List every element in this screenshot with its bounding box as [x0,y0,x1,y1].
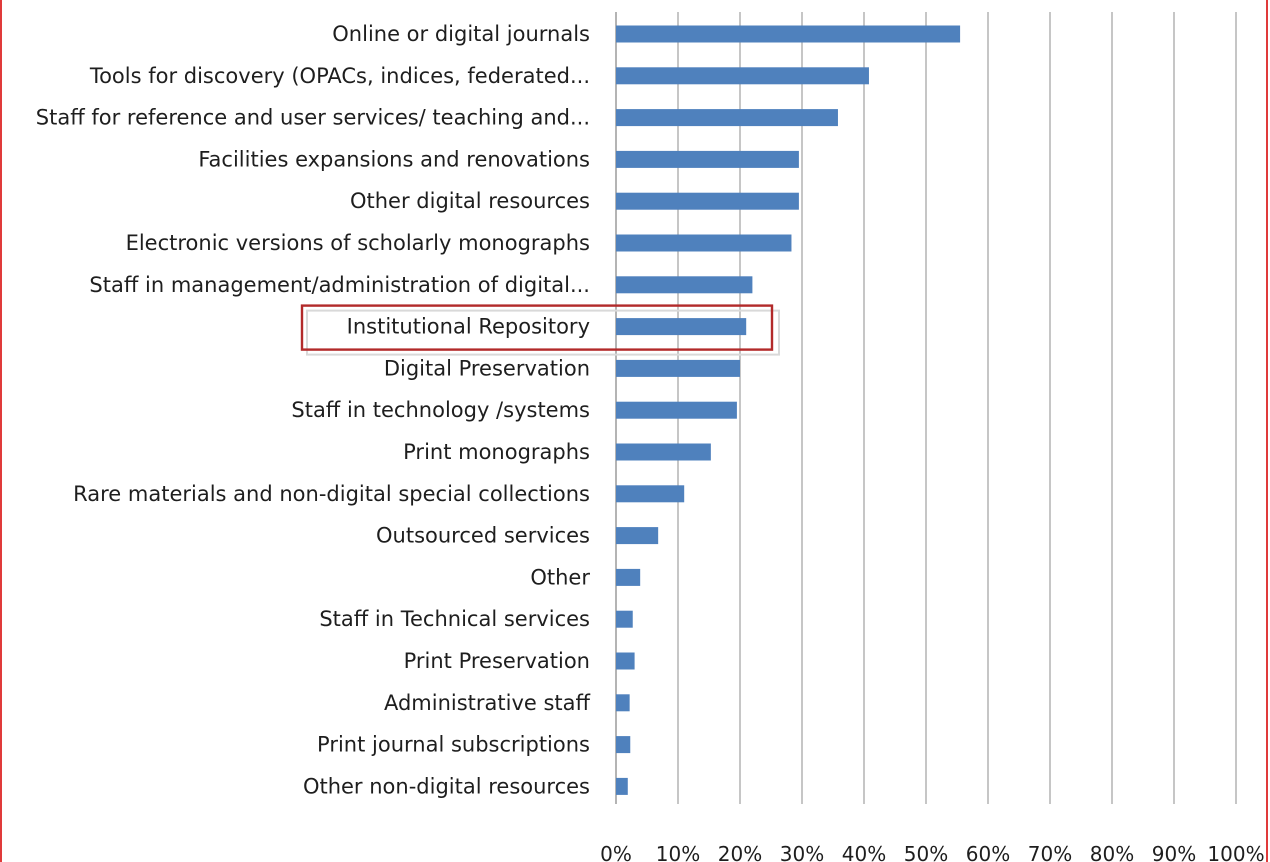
category-label: Institutional Repository [347,315,590,339]
bar [616,652,635,670]
category-label: Electronic versions of scholarly monogra… [126,231,590,255]
category-label: Staff in management/administration of di… [89,273,590,297]
highlight-box-shadow [306,309,780,356]
bar [616,401,737,419]
bar [616,527,659,545]
category-label: Outsourced services [376,524,590,548]
x-tick-label: 40% [842,842,886,862]
category-label: Staff in technology /systems [291,398,590,422]
bar [616,25,961,43]
category-label: Online or digital journals [332,22,590,46]
bar [616,485,685,503]
x-tick-label: 10% [656,842,700,862]
x-tick-label: 30% [780,842,824,862]
category-label: Rare materials and non-digital special c… [73,482,590,506]
bar [616,610,633,628]
category-label: Facilities expansions and renovations [198,147,590,171]
bar [616,276,753,294]
category-label: Administrative staff [384,691,591,715]
category-label: Other non-digital resources [303,774,590,798]
category-label: Staff in Technical services [319,607,590,631]
category-label: Other [530,565,590,589]
bar [616,568,641,586]
x-tick-label: 70% [1028,842,1072,862]
bar [616,150,799,168]
category-label: Staff for reference and user services/ t… [36,106,590,130]
bars [616,25,961,795]
gridlines [615,12,1237,804]
bar [616,443,711,461]
x-tick-label: 90% [1152,842,1196,862]
bar [616,192,799,210]
category-label: Print journal subscriptions [317,733,590,757]
category-label: Print Preservation [404,649,590,673]
x-tick-label: 20% [718,842,762,862]
category-label: Print monographs [403,440,590,464]
bar [616,694,630,712]
highlight-box [300,304,774,351]
bar [616,67,869,85]
x-tick-label: 80% [1090,842,1134,862]
highlight-box-group [300,304,780,356]
category-label: Other digital resources [350,189,590,213]
bar [616,234,792,252]
bar [616,359,740,377]
bar [616,736,631,754]
x-tick-label: 60% [966,842,1010,862]
x-tick-label: 50% [904,842,948,862]
x-tick-label: 0% [600,842,632,862]
x-tick-label: 100% [1207,842,1264,862]
category-label: Digital Preservation [384,356,590,380]
category-labels: Online or digital journals Tools for disc… [36,22,591,798]
bar [616,777,628,795]
bar [616,318,747,336]
x-tick-labels: 0% 10% 20% 30% 40% 50% 60% 70% 80% 90% 100% [600,842,1264,862]
category-label: Tools for discovery (OPACs, indices, fed… [89,64,590,88]
bar [616,109,838,127]
